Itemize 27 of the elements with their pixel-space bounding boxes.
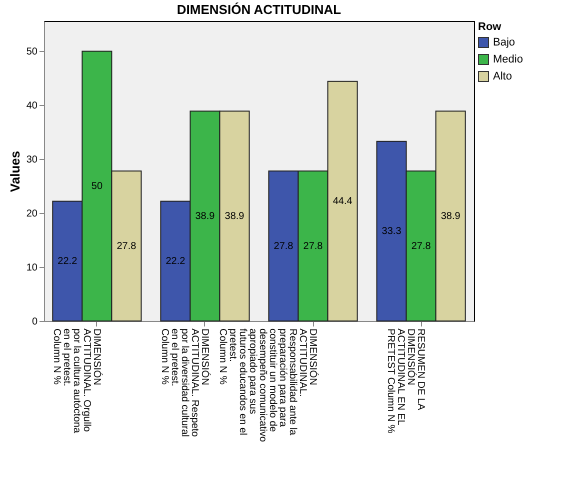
data-label: 44.4	[332, 196, 353, 208]
x-tick-label: RESUMEN DE LA DIMENSIÓN ACTITUDINAL EN EL PRETEST Column N %	[385, 328, 426, 434]
data-label: 50	[91, 181, 103, 192]
y-tick-label: 0	[32, 316, 38, 328]
chart-title: DIMENSIÓN ACTITUDINAL	[176, 2, 342, 17]
data-label: 38.9	[224, 211, 245, 222]
y-tick-label: 40	[26, 100, 38, 112]
x-tick-label: DIMENSIÓN ACTITUDINAL. Respeto por la diversidad cultural en el pretest. Column N %	[158, 328, 211, 438]
y-tick-label: 50	[26, 46, 38, 58]
data-label: 38.9	[440, 211, 461, 222]
data-label: 27.8	[411, 241, 432, 252]
data-label: 38.9	[195, 211, 216, 222]
y-tick-label: 30	[26, 154, 38, 166]
legend-label: Medio	[493, 54, 523, 66]
data-label: 27.8	[116, 241, 137, 252]
x-tick-label: DIMENSIÓN ACTITUDINAL. Orgullo por la cultura autóctona en el pretest. Column N %	[50, 328, 103, 434]
data-label: 22.2	[166, 256, 186, 268]
legend-label: Alto	[493, 70, 512, 82]
y-tick-label: 20	[26, 208, 38, 220]
y-axis-title: Values	[7, 150, 22, 192]
data-label: 22.2	[58, 256, 78, 268]
data-label: 27.8	[303, 241, 324, 252]
data-label: 27.8	[274, 241, 294, 252]
data-label: 33.3	[382, 226, 402, 238]
legend-title: Row	[478, 21, 502, 33]
y-tick-label: 10	[26, 262, 38, 274]
legend-label: Bajo	[493, 36, 516, 48]
